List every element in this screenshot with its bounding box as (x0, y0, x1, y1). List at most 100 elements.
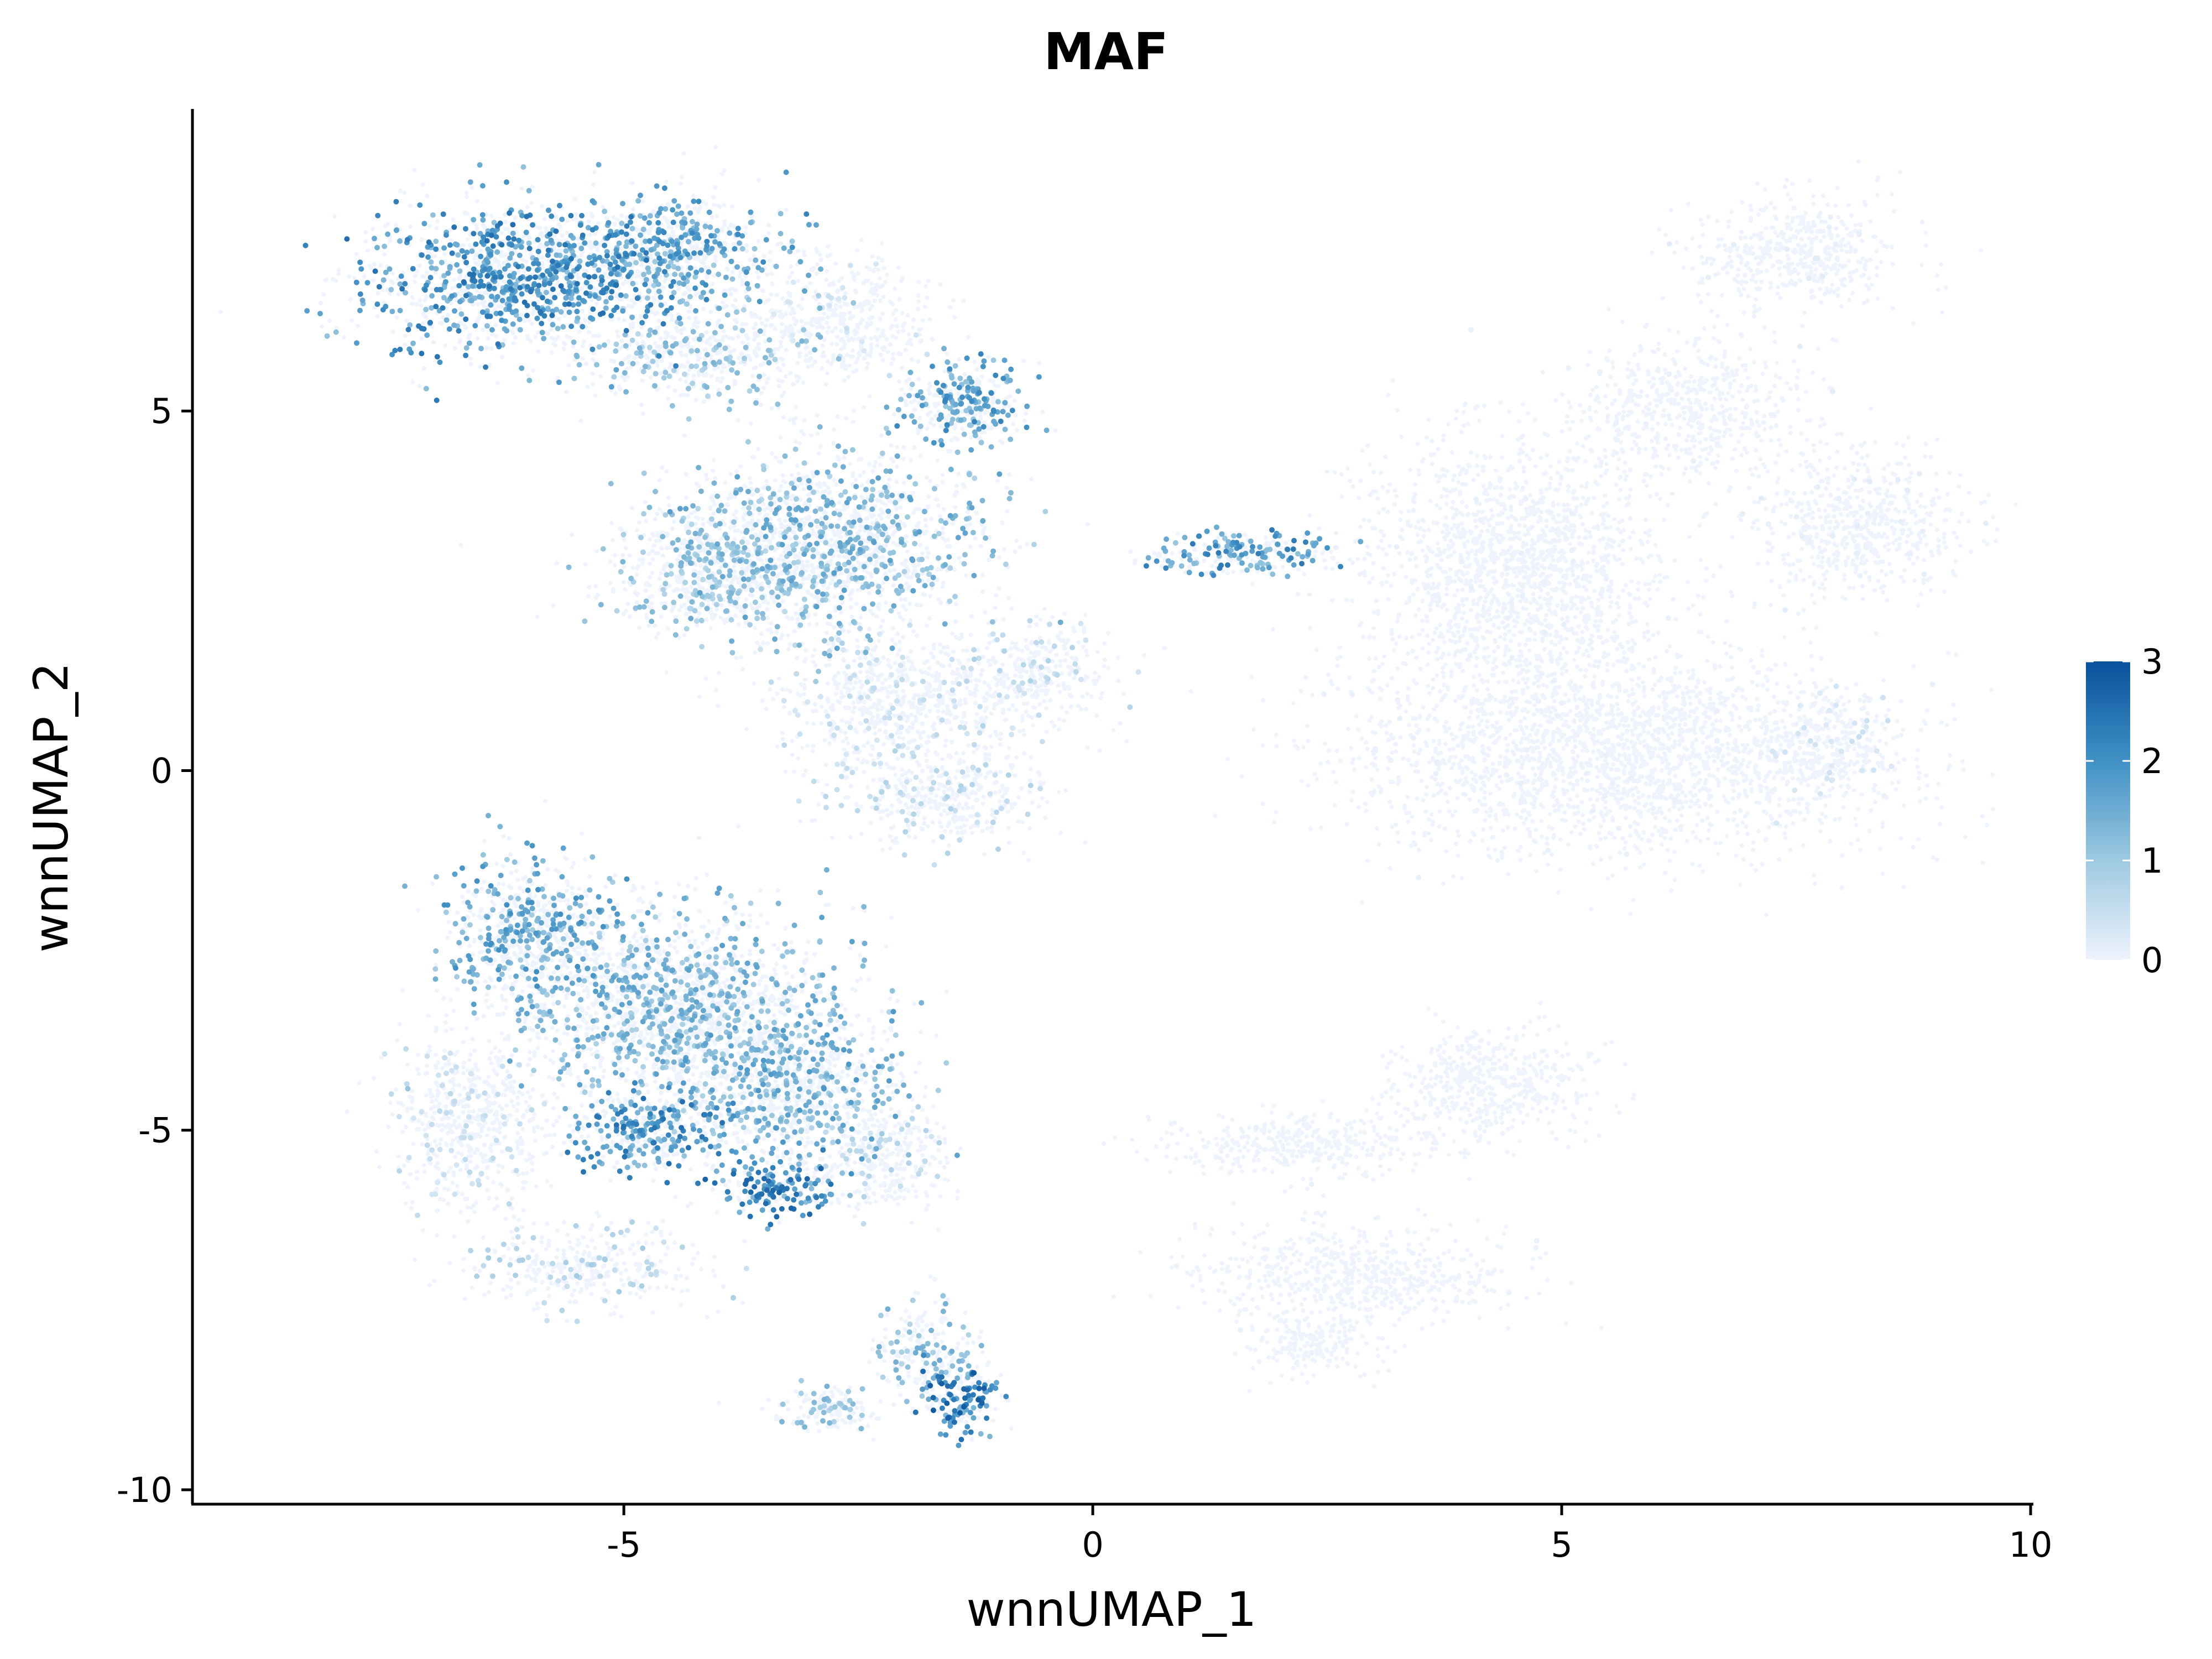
data-point (915, 710, 920, 715)
data-point (998, 742, 1003, 747)
data-point (669, 545, 674, 550)
data-point (928, 517, 933, 521)
data-point (1029, 669, 1034, 674)
data-point (650, 571, 654, 576)
data-point (825, 782, 830, 787)
data-point (994, 780, 999, 785)
data-point (957, 357, 962, 362)
data-point (750, 373, 755, 378)
data-point (701, 306, 706, 311)
data-point (745, 521, 750, 526)
data-point (659, 571, 664, 576)
data-point (795, 617, 800, 622)
data-point (855, 248, 860, 253)
data-point (890, 532, 895, 537)
data-point (595, 247, 600, 252)
data-point (916, 790, 921, 795)
data-point (898, 800, 902, 805)
data-point (1076, 640, 1081, 645)
data-point (1024, 709, 1029, 714)
data-point (531, 368, 535, 373)
data-point (998, 737, 1003, 742)
data-point (838, 321, 843, 326)
data-point (674, 325, 679, 330)
data-point (727, 335, 732, 340)
data-point (954, 826, 959, 830)
data-point (738, 270, 743, 275)
data-point (711, 195, 716, 200)
data-point (787, 275, 792, 280)
data-point (838, 530, 843, 535)
data-point (759, 530, 763, 535)
data-point (1118, 721, 1123, 726)
data-point (1021, 851, 1026, 855)
data-point (925, 426, 930, 431)
data-point (502, 338, 507, 343)
data-point (895, 809, 900, 814)
data-point (953, 775, 958, 780)
data-point (907, 377, 912, 382)
data-point (719, 171, 724, 176)
data-point (790, 382, 795, 387)
data-point (1250, 581, 1255, 586)
data-point (661, 247, 666, 252)
data-point (612, 359, 617, 364)
data-point (1061, 684, 1066, 688)
data-point (1141, 653, 1146, 658)
data-point (823, 488, 828, 493)
data-point (787, 641, 792, 646)
data-point (814, 320, 819, 324)
data-point (843, 705, 848, 710)
data-point (580, 343, 585, 348)
data-point (929, 694, 934, 699)
data-point (709, 615, 714, 620)
data-point (1083, 674, 1088, 679)
data-point (819, 704, 824, 709)
data-point (1058, 659, 1063, 664)
data-point (708, 611, 713, 615)
data-point (529, 201, 534, 206)
data-point (790, 270, 795, 275)
data-point (833, 303, 838, 308)
data-point (886, 662, 891, 667)
data-point (872, 268, 876, 273)
data-point (868, 351, 873, 355)
data-point (933, 799, 938, 804)
data-point (682, 326, 687, 331)
data-point (986, 658, 991, 663)
data-point (925, 295, 930, 300)
data-point (696, 483, 701, 488)
data-point (826, 586, 830, 591)
data-point (961, 482, 966, 487)
data-point (976, 787, 981, 792)
data-point (438, 320, 443, 325)
data-point (691, 194, 696, 199)
data-point (587, 330, 592, 335)
data-point (1056, 727, 1061, 732)
data-point (682, 538, 686, 543)
data-point (781, 705, 786, 709)
data-point (776, 366, 781, 371)
data-point (820, 354, 825, 359)
data-point (943, 538, 947, 543)
data-point (878, 462, 883, 467)
data-point (720, 300, 725, 305)
data-point (922, 816, 927, 821)
data-point (778, 488, 782, 493)
data-point (724, 549, 729, 554)
data-point (989, 711, 994, 716)
data-point (583, 562, 588, 567)
data-point (615, 217, 620, 222)
data-point (901, 688, 905, 693)
data-point (949, 438, 954, 443)
data-point (925, 764, 930, 769)
data-point (562, 342, 567, 347)
data-point (804, 321, 808, 326)
data-point (950, 631, 955, 636)
data-point (451, 217, 456, 222)
data-point (875, 327, 880, 332)
data-point (936, 597, 941, 602)
data-point (684, 612, 688, 617)
data-point (936, 401, 941, 406)
data-point (862, 700, 867, 705)
